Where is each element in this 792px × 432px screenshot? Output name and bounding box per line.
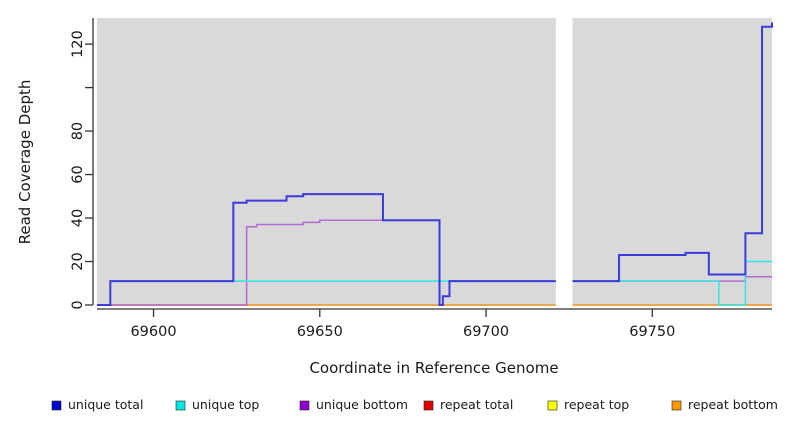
legend-label: unique bottom — [316, 397, 408, 412]
data-gap-layer — [555, 18, 573, 307]
legend-label: repeat top — [564, 397, 629, 412]
legend-swatch — [671, 400, 682, 411]
y-tick-label: 60 — [70, 165, 86, 183]
x-tick-label: 69650 — [297, 324, 343, 340]
y-tick-label: 40 — [70, 209, 86, 227]
legend-label: unique total — [68, 397, 143, 412]
no-data-gap — [555, 18, 573, 307]
y-tick-label: 120 — [70, 30, 86, 58]
x-axis-ticks: 69600 69650 69700 69750 — [130, 309, 675, 340]
y-tick-label: 0 — [70, 300, 86, 309]
chart-legend: unique total unique top unique bottom repea… — [51, 397, 778, 412]
series-line-unique-total — [97, 22, 773, 306]
legend-label: repeat bottom — [688, 397, 778, 412]
legend-swatch — [175, 400, 186, 411]
data-series-layer — [97, 22, 773, 306]
x-tick-label: 69750 — [629, 324, 675, 340]
y-axis-title: Read Coverage Depth — [16, 80, 34, 245]
y-tick-label: 20 — [70, 252, 86, 270]
legend-label: unique top — [192, 397, 259, 412]
legend-swatch — [547, 400, 558, 411]
legend-swatch — [51, 400, 62, 411]
x-axis-title: Coordinate in Reference Genome — [309, 359, 558, 377]
y-tick-label: 80 — [70, 122, 86, 140]
x-tick-label: 69600 — [130, 324, 176, 340]
axes-layer — [92, 18, 772, 310]
x-tick-label: 69700 — [463, 324, 509, 340]
y-axis-ticks: 0 20 40 60 80 120 — [70, 30, 93, 310]
legend-swatch — [423, 400, 434, 411]
plot-panel-background — [97, 18, 772, 305]
legend-swatch — [299, 400, 310, 411]
legend-label: repeat total — [440, 397, 513, 412]
